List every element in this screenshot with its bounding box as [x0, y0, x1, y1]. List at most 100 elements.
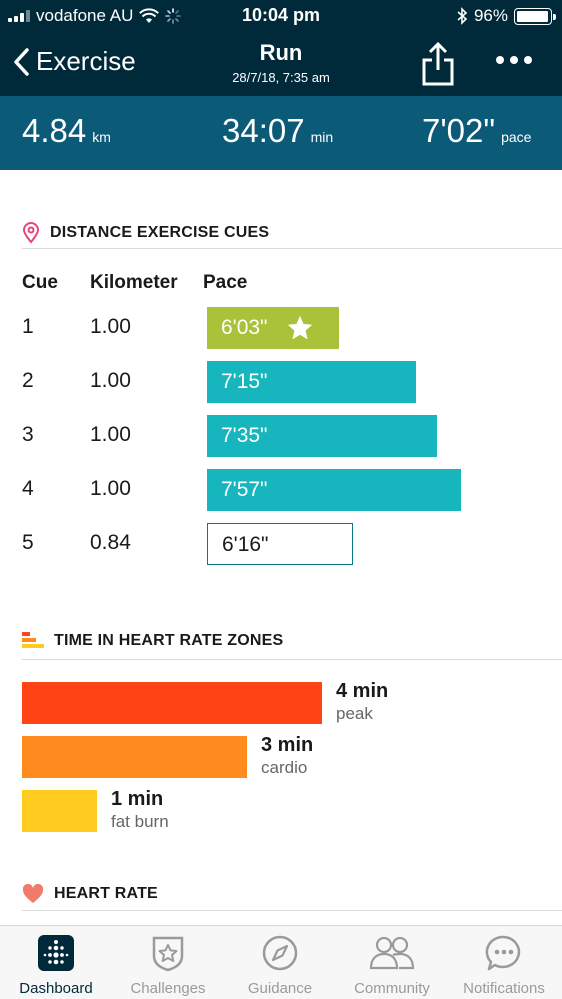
cue-kilometer: 1.00: [90, 477, 131, 500]
location-pin-icon: [22, 222, 40, 244]
zone-bar: [22, 790, 97, 832]
zone-bar: [22, 736, 247, 778]
battery-percent: 96%: [473, 6, 508, 25]
duration-unit: min: [310, 129, 334, 145]
cue-kilometer: 1.00: [90, 315, 131, 338]
kilometer-column-header: Kilometer: [90, 272, 178, 293]
cue-number: 1: [22, 315, 34, 338]
tab-challenges[interactable]: Challenges: [118, 934, 218, 997]
duration-stat: 34:07 min: [222, 112, 333, 150]
carrier-label: vodafone AU: [36, 6, 134, 25]
status-left: vodafone AU: [8, 6, 182, 26]
divider: [22, 248, 562, 249]
tab-label: Dashboard: [19, 980, 93, 997]
star-icon: [287, 315, 312, 340]
tab-bar: Dashboard Challenges Guidance Community …: [0, 925, 562, 999]
tab-dashboard[interactable]: Dashboard: [6, 934, 106, 997]
page-title: Run 28/7/18, 7:35 am: [0, 40, 562, 85]
pace-value: 7'57": [221, 478, 268, 501]
pace-stat: 7'02" pace: [422, 112, 531, 150]
back-label: Exercise: [36, 46, 136, 76]
battery-fill: [517, 10, 548, 22]
exercise-summary: 4.84 km 34:07 min 7'02" pace: [0, 96, 562, 170]
cue-kilometer: 0.84: [90, 531, 131, 554]
cues-section-header: DISTANCE EXERCISE CUES: [22, 222, 269, 244]
zone-label: 4 min peak: [336, 680, 388, 724]
cue-number: 4: [22, 477, 34, 500]
tab-notifications[interactable]: Notifications: [454, 934, 554, 997]
heart-icon: [22, 884, 44, 903]
pace-value: 6'16": [222, 532, 269, 556]
tab-label: Guidance: [247, 980, 313, 997]
pace-value: 6'03": [221, 316, 268, 339]
zone-minutes: 3 min: [261, 734, 314, 756]
activity-spinner-icon: [165, 8, 182, 24]
heart-rate-section-header: HEART RATE: [22, 884, 158, 904]
divider: [22, 659, 562, 660]
tab-label: Challenges: [130, 980, 206, 997]
zone-minutes: 1 min: [111, 788, 164, 810]
zone-name: cardio: [261, 758, 308, 777]
dashboard-icon: [38, 935, 74, 971]
pace-value: 7'02": [422, 112, 496, 149]
pace-bar: 6'03": [207, 307, 339, 349]
exercise-datetime: 28/7/18, 7:35 am: [232, 70, 330, 85]
cues-section-title: DISTANCE EXERCISE CUES: [50, 224, 270, 241]
pace-bar: 7'35": [207, 415, 437, 457]
zone-bar: [22, 682, 322, 724]
pace-column-header: Pace: [203, 272, 248, 293]
cue-number: 3: [22, 423, 34, 446]
cue-number: 2: [22, 369, 34, 392]
distance-stat: 4.84 km: [22, 112, 111, 150]
table-row: 4 1.00 7'57": [0, 469, 562, 513]
cue-kilometer: 1.00: [90, 423, 131, 446]
zone-name: fat burn: [111, 812, 169, 831]
distance-unit: km: [92, 129, 111, 145]
tab-label: Community: [354, 980, 430, 997]
table-row: 1 1.00 6'03": [0, 307, 562, 351]
zones-section-header: TIME IN HEART RATE ZONES: [22, 632, 283, 650]
cue-number: 5: [22, 531, 34, 554]
divider: [22, 910, 562, 911]
more-dot: [510, 56, 518, 64]
more-dot: [496, 56, 504, 64]
wifi-icon: [139, 8, 160, 23]
nav-bar: Exercise Run 28/7/18, 7:35 am: [0, 36, 562, 94]
pace-unit: pace: [501, 129, 532, 145]
share-icon[interactable]: [420, 42, 456, 86]
signal-icon: [8, 10, 30, 22]
chevron-left-icon: [14, 47, 29, 76]
more-options-button[interactable]: [496, 56, 532, 64]
zones-section-title: TIME IN HEART RATE ZONES: [54, 632, 284, 649]
bluetooth-icon: [457, 7, 468, 25]
heart-rate-section-title: HEART RATE: [54, 885, 158, 902]
tab-guidance[interactable]: Guidance: [230, 934, 330, 997]
status-right: 96%: [456, 6, 556, 26]
zone-label: 1 min fat burn: [111, 788, 169, 832]
duration-value: 34:07: [222, 112, 305, 149]
zone-label: 3 min cardio: [261, 734, 313, 778]
distance-value: 4.84: [22, 112, 87, 149]
pace-value: 7'15": [221, 370, 268, 393]
table-row: 5 0.84 6'16": [0, 523, 562, 567]
tab-label: Notifications: [463, 980, 545, 997]
pace-bar: 7'15": [207, 361, 416, 403]
table-row: 2 1.00 7'15": [0, 361, 562, 405]
challenges-icon: [152, 936, 184, 972]
pace-value: 7'35": [221, 424, 268, 447]
exercise-title: Run: [259, 40, 303, 65]
zones-bars-icon: [22, 632, 44, 648]
pace-bar: 6'16": [207, 523, 353, 565]
back-button[interactable]: Exercise: [12, 46, 136, 77]
tab-community[interactable]: Community: [342, 934, 442, 997]
app-header: vodafone AU 10:04 pm 96%: [0, 0, 562, 96]
cue-column-header: Cue: [22, 272, 58, 293]
zone-minutes: 4 min: [336, 680, 389, 702]
status-time: 10:04 pm: [241, 5, 321, 25]
more-dot: [524, 56, 532, 64]
cue-kilometer: 1.00: [90, 369, 131, 392]
battery-icon: [514, 7, 556, 25]
pace-bar: 7'57": [207, 469, 461, 511]
community-icon: [369, 936, 415, 970]
status-bar: vodafone AU 10:04 pm 96%: [0, 0, 562, 32]
